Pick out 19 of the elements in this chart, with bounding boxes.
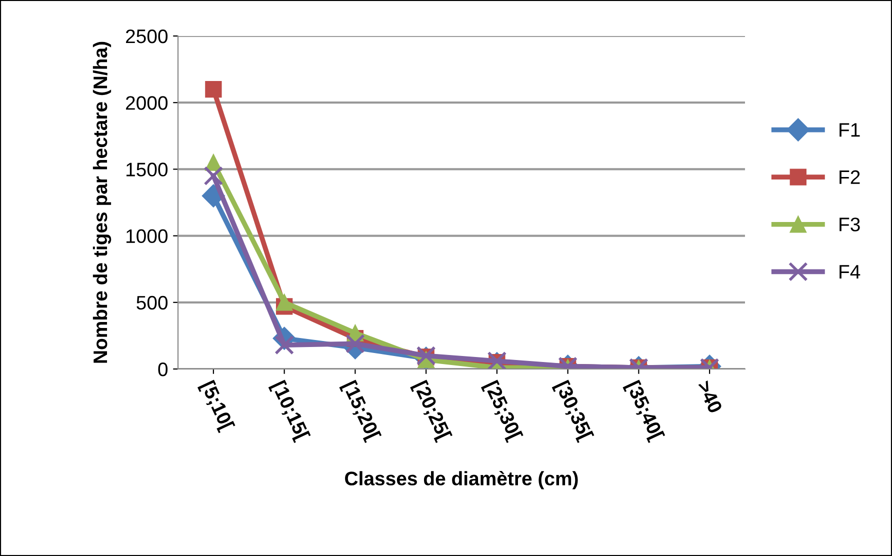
legend-label: F2: [840, 170, 860, 184]
y-tick-label: 1000: [126, 229, 168, 244]
point: [205, 154, 222, 171]
y-tick-label: 500: [136, 296, 168, 310]
legend-label: F1: [840, 123, 860, 137]
y-axis-title: Nombre de tiges par hectare (N/ha): [92, 42, 112, 363]
point: [204, 166, 224, 186]
y-tick-label: 2000: [126, 96, 168, 110]
point: [345, 334, 365, 354]
y-tick-label: 0: [158, 362, 168, 376]
point: [205, 80, 222, 98]
y-tick-label: 1500: [126, 162, 168, 176]
point: [416, 346, 436, 366]
y-tick-label: 2500: [126, 29, 168, 44]
legend-label: F4: [840, 265, 860, 278]
x-tick-label: >40: [696, 380, 723, 414]
x-axis-title: Classes de diamètre (cm): [345, 470, 578, 490]
point: [276, 294, 293, 311]
legend-label: F3: [840, 218, 860, 232]
